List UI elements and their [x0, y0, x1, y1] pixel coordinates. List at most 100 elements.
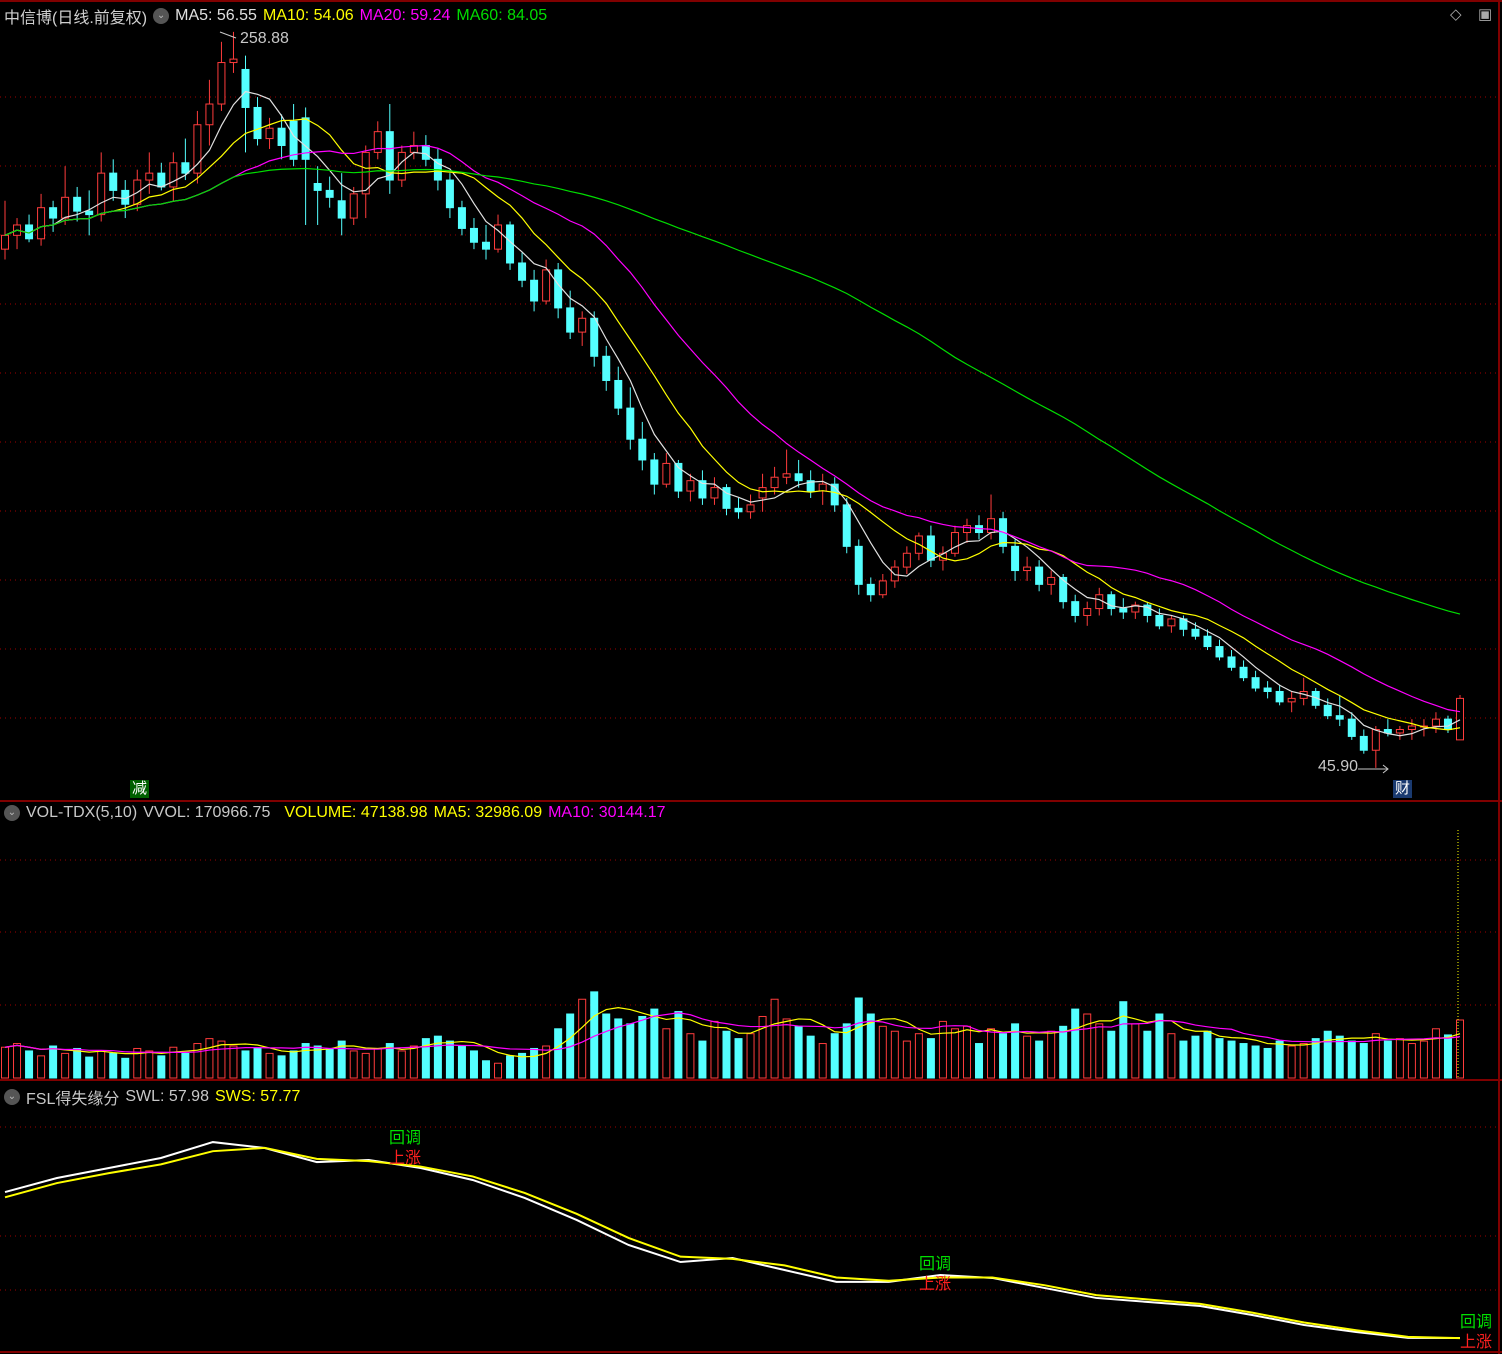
candle-down — [481, 241, 490, 250]
volume-ma10-value: MA10: 30144.17 — [548, 804, 666, 821]
rise-signal: 上涨 — [389, 1150, 422, 1167]
candle-down — [1011, 545, 1020, 572]
finance-badge[interactable]: 财 — [1393, 780, 1413, 798]
candle-down — [626, 407, 635, 440]
volume-bar-up — [938, 1020, 947, 1079]
candle-down — [650, 459, 659, 485]
candle-down — [253, 106, 262, 140]
volume-bar-down — [1443, 1034, 1452, 1079]
sws-value: SWS: 57.77 — [214, 1088, 301, 1105]
chevron-down-icon[interactable]: ⌄ — [4, 1089, 20, 1105]
volume-bar-down — [1239, 1043, 1248, 1079]
candle-down — [734, 507, 743, 513]
volume-bar-up — [950, 1028, 959, 1079]
volume-bar-down — [926, 1038, 935, 1079]
chevron-down-icon[interactable]: ⌄ — [153, 8, 170, 24]
volume-bar-down — [289, 1050, 298, 1079]
high-arrow-icon — [219, 31, 237, 39]
candle-down — [325, 189, 334, 198]
volume-bar-up — [770, 998, 779, 1079]
volume-value: VOLUME: 47138.98 — [284, 804, 428, 821]
candle-up — [758, 487, 767, 499]
candle-up — [1047, 576, 1056, 585]
candle-down — [1263, 687, 1272, 692]
volume-bar-up — [217, 1040, 226, 1079]
candle-up — [950, 532, 959, 554]
diamond-icon[interactable]: ◇ — [1450, 6, 1462, 23]
candle-up — [193, 124, 202, 174]
volume-bar-down — [1011, 1023, 1020, 1079]
candle-up — [37, 207, 46, 240]
volume-bar-up — [1431, 1028, 1440, 1079]
candle-down — [1383, 729, 1392, 734]
candle-down — [1359, 735, 1368, 751]
volume-bar-up — [1047, 1030, 1056, 1079]
volume-bar-down — [518, 1052, 527, 1079]
low-arrow-icon — [1358, 764, 1389, 774]
candle-down — [794, 473, 803, 482]
volume-bar-up — [205, 1038, 214, 1079]
volume-bar-up — [1131, 1023, 1140, 1079]
candle-down — [1059, 576, 1068, 603]
volume-bar-up — [758, 1015, 767, 1079]
volume-bar-up — [169, 1046, 178, 1079]
volume-bar-up — [13, 1043, 22, 1079]
candle-up — [746, 504, 755, 513]
candle-down — [49, 207, 58, 219]
fsl-header: ⌄ FSL得失缘分 SWL: 57.98 SWS: 57.77 — [4, 1085, 300, 1109]
candle-up — [1095, 594, 1104, 610]
chevron-down-icon[interactable]: ⌄ — [4, 805, 20, 821]
candle-down — [590, 317, 599, 357]
candle-up — [1431, 718, 1440, 727]
candle-down — [602, 355, 611, 381]
volume-bar-up — [1, 1046, 9, 1079]
volume-bar-down — [554, 1028, 563, 1079]
candle-up — [97, 172, 106, 216]
volume-bar-down — [181, 1052, 190, 1079]
volume-bar-up — [37, 1055, 46, 1079]
volume-bar-up — [373, 1047, 382, 1079]
candle-up — [1287, 697, 1296, 703]
volume-bar-down — [1203, 1030, 1212, 1079]
volume-bar-up — [1419, 1040, 1428, 1079]
reduce-badge[interactable]: 减 — [130, 780, 150, 798]
volume-bar-up — [1371, 1033, 1380, 1079]
ma5-line — [4, 90, 1461, 737]
volume-bar-down — [1263, 1047, 1272, 1079]
volume-bar-down — [313, 1045, 322, 1079]
maximize-icon[interactable]: ▣ — [1478, 6, 1493, 23]
volume-bar-down — [830, 1033, 839, 1079]
ma10-line — [4, 118, 1461, 731]
candle-up — [1, 234, 9, 250]
volume-bar-down — [121, 1057, 130, 1079]
candle-down — [337, 200, 346, 219]
volume-header: ⌄ VOL-TDX(5,10) VVOL: 170966.75 VOLUME: … — [4, 804, 666, 822]
candle-up — [217, 62, 226, 105]
candle-down — [1335, 715, 1344, 720]
volume-bar-up — [890, 1030, 899, 1079]
candle-down — [1275, 690, 1284, 703]
volume-bar-down — [445, 1040, 454, 1079]
pullback-signal: 回调 — [1460, 1314, 1493, 1331]
volume-bar-up — [1023, 1035, 1032, 1079]
volume-bar-down — [1071, 1008, 1080, 1079]
candle-down — [301, 117, 310, 160]
candle-up — [1083, 608, 1092, 616]
volume-bar-up — [987, 1028, 996, 1079]
candle-down — [518, 262, 527, 281]
volume-bar-down — [1227, 1040, 1236, 1079]
candle-up — [397, 151, 406, 181]
candle-up — [361, 151, 370, 195]
volume-bar-up — [710, 1020, 719, 1079]
price-header: 中信博(日线.前复权) ⌄ MA5: 56.55 MA10: 54.06 MA2… — [4, 4, 547, 28]
volume-bar-down — [530, 1047, 539, 1079]
candle-down — [241, 68, 250, 108]
candle-down — [181, 162, 190, 174]
volume-bar-up — [61, 1052, 70, 1079]
volume-bar-down — [734, 1038, 743, 1079]
volume-bar-up — [494, 1062, 503, 1079]
candle-down — [1227, 656, 1236, 668]
candle-down — [1191, 628, 1200, 637]
volume-bar-down — [1119, 1001, 1128, 1079]
